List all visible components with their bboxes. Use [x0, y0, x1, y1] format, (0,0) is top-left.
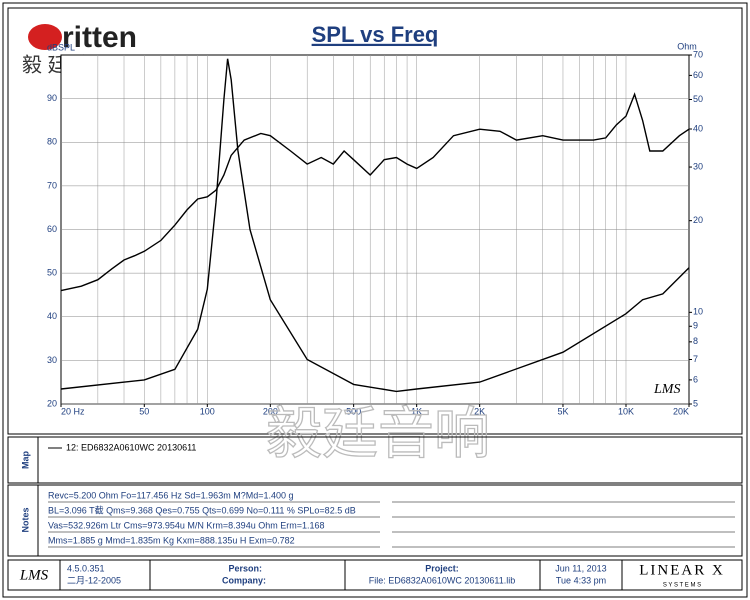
y-axis-label: dBSPL	[47, 42, 75, 52]
series-line	[60, 58, 690, 393]
y2-tick-label: 5	[693, 398, 698, 408]
x-tick-label: 500	[346, 406, 361, 416]
series-line	[60, 92, 690, 292]
y2-tick-label: 6	[693, 374, 698, 384]
notes-panel	[7, 484, 743, 557]
y2-tick-label: 10	[693, 307, 703, 317]
person: Person:	[228, 563, 262, 573]
y2-tick-label: 70	[693, 49, 703, 59]
y2-tick-label: 30	[693, 161, 703, 171]
y-tick-label: 70	[47, 180, 57, 190]
y2-tick-label: 60	[693, 70, 703, 80]
logo-brand: ritten	[62, 21, 137, 54]
footer-box	[7, 559, 743, 591]
date: Jun 11, 2013	[555, 563, 606, 573]
map-label: Map	[20, 450, 30, 469]
y2-tick-label: 50	[693, 94, 703, 104]
x-tick-label: 20K	[673, 406, 689, 416]
y-tick-label: 50	[47, 268, 57, 278]
time: Tue 4:33 pm	[556, 575, 606, 585]
legend-entry: 12: ED6832A0610WC 20130611	[66, 442, 196, 452]
x-tick-label: 50	[139, 406, 149, 416]
y2-tick-label: 9	[693, 321, 698, 331]
note-line: Vas=532.926m Ltr Cms=973.954u M/N Krm=8.…	[48, 520, 324, 530]
build-date: 二月-12-2005	[67, 575, 121, 585]
y2-tick-label: 7	[693, 354, 698, 364]
y-tick-label: 80	[47, 137, 57, 147]
x-tick-label: 100	[200, 406, 215, 416]
file: File: ED6832A0610WC 20130611.lib	[369, 575, 515, 585]
note-line: Revc=5.200 Ohm Fo=117.456 Hz Sd=1.963m M…	[48, 490, 293, 500]
x-tick-label: 2K	[474, 406, 485, 416]
footer-logo: LMS	[19, 567, 49, 583]
brand-sub: S Y S T E M S	[663, 583, 701, 589]
y-tick-label: 90	[47, 93, 57, 103]
chart-title: SPL vs Freq	[312, 22, 439, 47]
x-tick-label: 1K	[411, 406, 422, 416]
footer: LMS 4.5.0.351 二月-12-2005 Person: Company…	[7, 559, 743, 591]
notes-lines: Revc=5.200 Ohm Fo=117.456 Hz Sd=1.963m M…	[48, 490, 735, 548]
x-tick-label: 5K	[557, 406, 568, 416]
brand: LINEAR X	[639, 562, 725, 578]
y2-axis-label: Ohm	[677, 41, 697, 51]
plot-badge: LMS	[653, 382, 680, 397]
y-tick-label: 60	[47, 224, 57, 234]
watermark: 毅廷音响	[266, 402, 490, 465]
note-line: Mms=1.885 g Mmd=1.835m Kg Kxm=888.135u H…	[48, 535, 295, 545]
note-line: BL=3.096 T截 Qms=9.368 Qes=0.755 Qts=0.69…	[48, 504, 356, 515]
x-tick-label: 10K	[618, 406, 634, 416]
plot: 20 30 40 50 60 70 80 90 5 6 7 8 9 10 20 30 40 50 60 70 20 Hz…	[47, 41, 703, 416]
x-tick-label: 20 Hz	[61, 406, 85, 416]
y2-tick-label: 40	[693, 123, 703, 133]
logo-mark	[28, 24, 62, 50]
notes-label: Notes	[20, 507, 30, 532]
y2-tick-label: 20	[693, 215, 703, 225]
chart-panel	[7, 7, 743, 435]
company: Company:	[222, 575, 266, 585]
y-tick-label: 30	[47, 355, 57, 365]
y-tick-label: 20	[47, 398, 57, 408]
x-tick-label: 200	[263, 406, 278, 416]
version: 4.5.0.351	[67, 563, 105, 573]
y-tick-label: 40	[47, 311, 57, 321]
project: Project:	[425, 563, 459, 573]
y2-tick-label: 8	[693, 336, 698, 346]
map-panel	[7, 436, 743, 484]
